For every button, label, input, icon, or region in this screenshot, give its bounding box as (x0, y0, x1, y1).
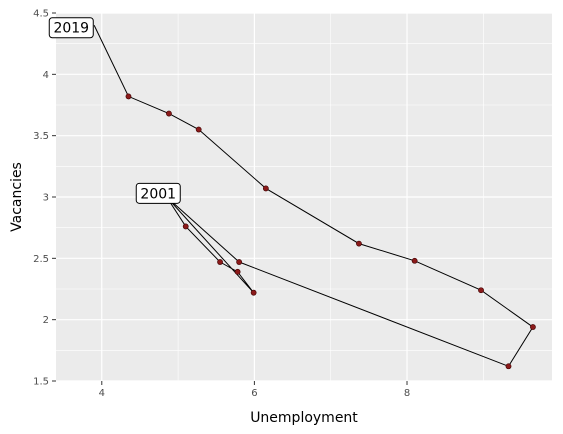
y-tick-label: 3.5 (33, 131, 49, 142)
y-tick-label: 2.5 (33, 254, 49, 265)
y-tick-label: 3 (43, 193, 49, 204)
data-point (195, 126, 202, 133)
annotation-label: 2019 (53, 21, 89, 37)
x-tick-label: 6 (251, 388, 257, 399)
y-tick-labels: 1.5 2 2.5 3 3.5 4 4.5 (33, 9, 49, 388)
data-point (166, 110, 172, 117)
data-point (505, 363, 512, 370)
data-point (125, 93, 132, 100)
data-point (234, 268, 241, 275)
y-axis-title: Vacancies (9, 162, 25, 232)
x-tick-label: 8 (404, 388, 410, 399)
data-point (356, 240, 362, 247)
data-point (262, 185, 269, 192)
y-tick-label: 1.5 (33, 377, 49, 388)
y-tick-label: 4.5 (33, 9, 49, 20)
annotation-box (48, 17, 94, 39)
data-point (236, 259, 243, 265)
y-tick-label: 4 (43, 70, 49, 81)
x-tick-labels: 4 6 8 (99, 388, 411, 399)
annotation-layer: 2019 2001 (48, 17, 181, 204)
annotation-label: 2001 (140, 186, 176, 202)
point-layer (125, 93, 536, 370)
axis-ticks (52, 12, 408, 385)
x-tick-label: 4 (99, 388, 105, 399)
data-point (530, 324, 536, 330)
data-point (217, 259, 223, 265)
data-point (478, 287, 484, 294)
x-axis-title: Unemployment (250, 410, 358, 426)
y-tick-label: 2 (43, 315, 49, 326)
data-point (250, 289, 257, 296)
annotation-box (135, 182, 181, 204)
data-point (411, 257, 418, 264)
data-point (182, 223, 189, 230)
